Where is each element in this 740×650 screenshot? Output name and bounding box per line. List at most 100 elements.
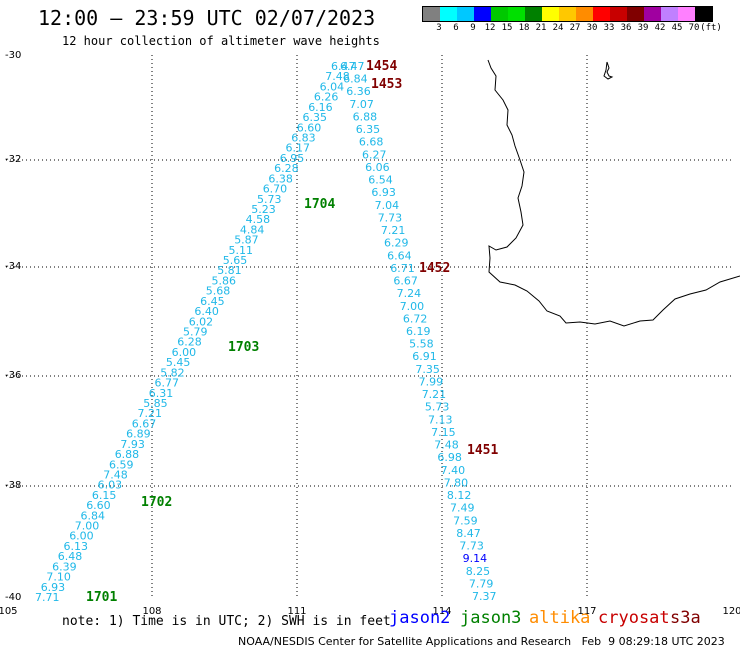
wave-height-value: 6.31 bbox=[149, 387, 174, 400]
scale-swatch bbox=[644, 7, 661, 21]
scale-label: 24 bbox=[552, 23, 564, 33]
scale-swatch bbox=[440, 7, 457, 21]
wave-height-value: 5.82 bbox=[160, 366, 185, 379]
wave-height-value: 7.93 bbox=[120, 438, 144, 451]
wave-height-value: 6.59 bbox=[109, 458, 134, 471]
wave-height-value: 6.91 bbox=[412, 350, 437, 363]
scale-swatch bbox=[610, 7, 627, 21]
wave-height-value: 6.60 bbox=[86, 499, 111, 512]
scale-swatch bbox=[508, 7, 525, 21]
scale-swatch bbox=[423, 7, 440, 21]
wave-height-value: 6.64 bbox=[387, 249, 412, 262]
wave-height-value: 7.21 bbox=[381, 224, 406, 237]
wave-height-value: 6.02 bbox=[189, 315, 214, 328]
scale-swatch bbox=[661, 7, 678, 21]
coastline-path bbox=[487, 59, 740, 327]
wave-height-value: 6.60 bbox=[297, 121, 322, 134]
wave-height-value: 6.68 bbox=[359, 136, 384, 149]
wave-height-value: 5.86 bbox=[212, 274, 237, 287]
scale-label: 15 bbox=[501, 23, 513, 33]
wave-height-value: 5.45 bbox=[166, 356, 191, 369]
wave-height-value: 7.21 bbox=[138, 407, 163, 420]
wave-height-value: 7.79 bbox=[469, 577, 494, 590]
scale-label: (ft) bbox=[700, 23, 722, 33]
pass-label: 1702 bbox=[141, 495, 172, 510]
lon-label: 108 bbox=[142, 606, 161, 617]
axis-labels: 105 108 111 114 117 120 -30 -32 -34 -36 -38 -40 bbox=[0, 50, 740, 617]
scale-swatch bbox=[457, 7, 474, 21]
wave-height-value: 6.35 bbox=[356, 123, 381, 136]
scale-label: 39 bbox=[637, 23, 649, 33]
scale-swatch bbox=[559, 7, 576, 21]
wave-height-value: 6.67 bbox=[132, 417, 157, 430]
lon-label: 117 bbox=[577, 606, 596, 617]
scale-label: 9 bbox=[470, 23, 476, 33]
wave-height-value: 6.29 bbox=[384, 237, 409, 250]
island-path bbox=[603, 61, 614, 80]
pass-label: 1451 bbox=[467, 443, 498, 458]
wave-height-value: 5.73 bbox=[257, 193, 282, 206]
lon-label: 105 bbox=[0, 606, 18, 617]
pass-label: 1454 bbox=[366, 59, 397, 74]
legend-item-cryosat: cryosat bbox=[598, 608, 670, 628]
scale-swatch bbox=[576, 7, 593, 21]
lon-label: 111 bbox=[287, 606, 306, 617]
wave-height-value: 8.12 bbox=[447, 489, 472, 502]
scale-label: 45 bbox=[671, 23, 683, 33]
wave-height-value: 6.06 bbox=[365, 161, 390, 174]
pass-label: 1703 bbox=[228, 340, 259, 355]
scale-label: 42 bbox=[654, 23, 666, 33]
wave-height-value: 6.93 bbox=[41, 581, 65, 594]
lon-label: 120 bbox=[722, 606, 740, 617]
wave-height-value: 7.04 bbox=[375, 199, 400, 212]
wave-height-value: 6.98 bbox=[437, 451, 462, 464]
wave-height-value: 7.00 bbox=[400, 300, 425, 313]
wave-height-value: 5.11 bbox=[229, 244, 254, 257]
pass-labels: 1454 1453 1452 1451 1704 1703 1702 1701 bbox=[86, 59, 498, 605]
wave-height-value: 7.99 bbox=[419, 376, 444, 389]
wave-height-value: 6.47 bbox=[331, 60, 356, 73]
scale-label: 18 bbox=[518, 23, 530, 33]
lat-label: -40 bbox=[5, 592, 21, 603]
scale-label: 21 bbox=[535, 23, 547, 33]
lat-label: -36 bbox=[5, 370, 21, 381]
wave-height-value: 6.28 bbox=[274, 162, 299, 175]
wave-height-color-scale bbox=[422, 6, 713, 22]
scale-label: 36 bbox=[620, 23, 632, 33]
scale-swatch bbox=[491, 7, 508, 21]
scale-swatch bbox=[695, 7, 712, 21]
wave-height-value: 6.84 bbox=[81, 509, 106, 522]
wave-height-value: 6.04 bbox=[320, 80, 345, 93]
wave-height-value: 7.48 bbox=[325, 70, 350, 83]
wave-height-value: 7.48 bbox=[103, 469, 128, 482]
wave-height-value: 7.73 bbox=[378, 211, 403, 224]
wave-height-value: 6.00 bbox=[69, 530, 94, 543]
wave-height-value: 7.80 bbox=[444, 476, 469, 489]
chart-subtitle: 12 hour collection of altimeter wave hei… bbox=[62, 34, 380, 48]
map-grid bbox=[6, 55, 732, 598]
scale-label: 6 bbox=[453, 23, 459, 33]
wave-height-value: 6.00 bbox=[172, 346, 197, 359]
scale-swatch bbox=[593, 7, 610, 21]
wave-height-value: 6.70 bbox=[263, 183, 288, 196]
legend-item-jason2: jason2 bbox=[389, 608, 451, 628]
wave-height-value: 6.45 bbox=[200, 295, 225, 308]
pass-label: 1701 bbox=[86, 590, 117, 605]
wave-height-value: 7.37 bbox=[472, 590, 497, 603]
wave-height-value: 7.59 bbox=[453, 514, 478, 527]
wave-height-value: 6.39 bbox=[52, 560, 77, 573]
scale-swatch bbox=[525, 7, 542, 21]
lon-label: 114 bbox=[432, 606, 451, 617]
altimeter-tracks: 7.716.937.106.396.486.136.007.006.846.60… bbox=[35, 60, 497, 604]
wave-height-value: 8.25 bbox=[466, 565, 491, 578]
wave-height-value: 6.27 bbox=[362, 148, 387, 161]
wave-height-value: 7.07 bbox=[349, 98, 374, 111]
wave-height-value: 7.71 bbox=[35, 591, 60, 604]
wave-height-value: 7.13 bbox=[428, 413, 453, 426]
scale-swatch bbox=[542, 7, 559, 21]
wave-height-value: 7.15 bbox=[431, 426, 456, 439]
wave-height-value: 6.95 bbox=[280, 152, 305, 165]
lat-label: -30 bbox=[5, 50, 21, 61]
wave-height-value: 7.10 bbox=[46, 571, 71, 584]
